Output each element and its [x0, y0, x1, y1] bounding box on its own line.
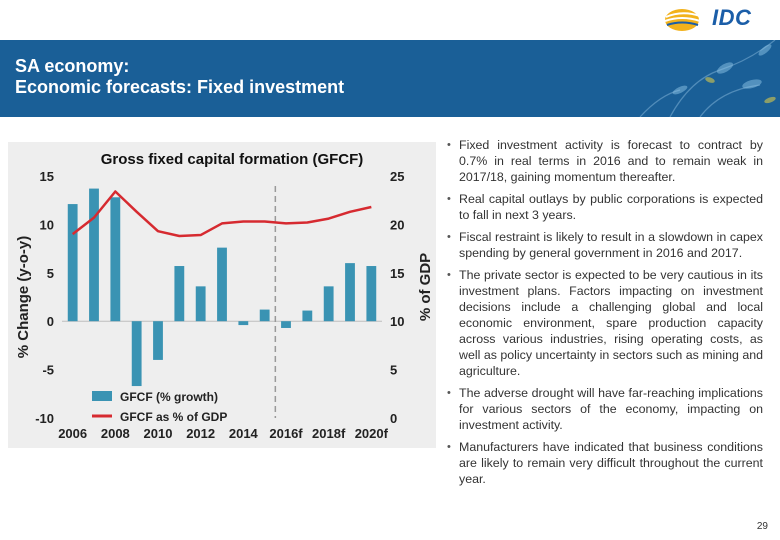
bar-gfcf-growth [153, 321, 163, 360]
bar-gfcf-growth [195, 286, 206, 322]
y-tick-label: 0 [47, 314, 54, 329]
legend-swatch-bar [92, 391, 112, 401]
bullet-list: • Fixed investment activity is forecast t… [447, 137, 763, 493]
x-tick-label: 2008 [101, 426, 130, 441]
y2-axis-title: % of GDP [417, 253, 434, 321]
line-gfcf-share-of-gdp [71, 190, 372, 238]
page-title-line1: SA economy: [15, 56, 130, 76]
y2-tick-label: 10 [390, 314, 404, 329]
bar-gfcf-growth [238, 321, 249, 326]
page-number: 29 [756, 521, 768, 532]
idc-logo-icon [664, 9, 701, 31]
y-tick-label: 5 [47, 266, 54, 281]
legend-label-bar: GFCF (% growth) [120, 390, 218, 404]
x-tick-label: 2006 [58, 426, 87, 441]
x-tick-label: 2020f [355, 426, 389, 441]
gfcf-chart: Gross fixed capital formation (GFCF) -10 -… [15, 151, 434, 441]
y2-tick-label: 20 [390, 217, 404, 232]
bullet-marker: • [447, 387, 451, 399]
gfcf-chart-panel: Gross fixed capital formation (GFCF) -10 -… [8, 142, 436, 448]
bar-gfcf-growth [281, 321, 291, 328]
x-tick-label: 2012 [186, 426, 215, 441]
y-tick-label: -5 [42, 363, 54, 378]
x-tick-label: 2010 [144, 426, 173, 441]
y2-tick-label: 25 [390, 169, 404, 184]
bullet-text: Fiscal restraint is likely to result in … [459, 230, 763, 260]
y-axis-title: % Change (y-o-y) [15, 236, 32, 359]
bar-gfcf-growth [302, 310, 313, 322]
y2-tick-label: 15 [390, 266, 404, 281]
bullet-item: • Fiscal restraint is likely to result in… [447, 229, 763, 261]
bar-gfcf-growth [259, 309, 270, 322]
bullet-item: • The private sector is expected to be ve… [447, 267, 763, 379]
bullet-text: Fixed investment activity is forecast to… [459, 138, 763, 184]
y2-tick-label: 5 [390, 363, 397, 378]
bullet-text: Manufacturers have indicated that busine… [459, 440, 763, 486]
bar-gfcf-growth [366, 266, 377, 322]
bar-gfcf-growth [217, 247, 227, 322]
y-tick-label: 15 [40, 169, 54, 184]
logo-text: IDC [712, 5, 752, 30]
bar-gfcf-growth [67, 204, 78, 322]
bar-gfcf-growth [174, 266, 185, 322]
bullet-item: • Fixed investment activity is forecast t… [447, 137, 763, 185]
bullet-item: • Manufacturers have indicated that busin… [447, 439, 763, 487]
bullet-text: Real capital outlays by public corporati… [459, 192, 763, 222]
legend-label-line: GFCF as % of GDP [120, 410, 227, 424]
bar-gfcf-growth [89, 188, 99, 322]
leaf-decoration-icon [639, 40, 776, 117]
bar-gfcf-growth [110, 197, 121, 322]
bullet-marker: • [447, 441, 451, 453]
bar-gfcf-growth [131, 321, 142, 387]
bullet-marker: • [447, 139, 451, 151]
bullet-text: The private sector is expected to be ver… [459, 268, 763, 378]
chart-title: Gross fixed capital formation (GFCF) [101, 151, 364, 168]
bullet-item: • Real capital outlays by public corporat… [447, 191, 763, 223]
title-banner: SA economy: Economic forecasts: Fixed in… [0, 40, 780, 117]
y-tick-label: -10 [35, 411, 54, 426]
bullet-text: The adverse drought will have far-reachi… [459, 386, 763, 432]
page-title-line2: Economic forecasts: Fixed investment [15, 77, 345, 97]
bullet-marker: • [447, 231, 451, 243]
y2-tick-label: 0 [390, 411, 397, 426]
bullet-marker: • [447, 269, 451, 281]
x-tick-label: 2018f [312, 426, 346, 441]
x-tick-label: 2014 [229, 426, 259, 441]
bar-gfcf-growth [345, 263, 355, 322]
bullet-marker: • [447, 193, 451, 205]
bullet-item: • The adverse drought will have far-reach… [447, 385, 763, 433]
y-tick-label: 10 [40, 217, 54, 232]
page-title: SA economy: Economic forecasts: Fixed in… [15, 56, 344, 98]
x-tick-label: 2016f [269, 426, 303, 441]
bar-gfcf-growth [323, 286, 334, 322]
